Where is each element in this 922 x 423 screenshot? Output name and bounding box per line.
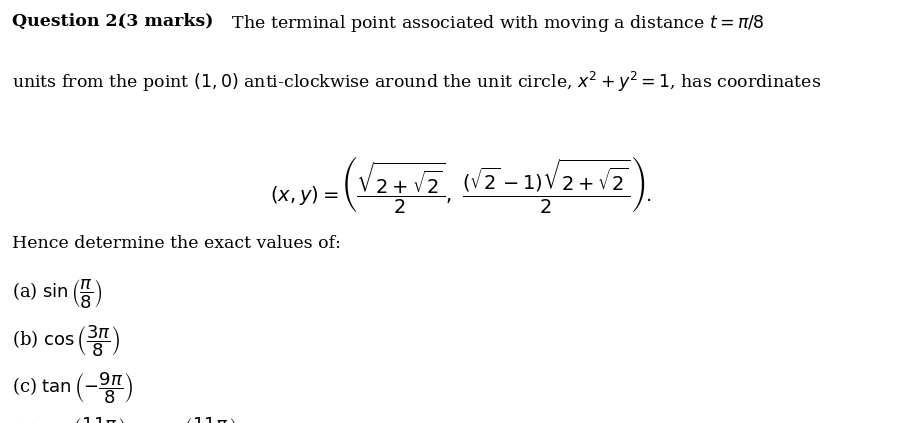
Text: The terminal point associated with moving a distance $t = \pi/8$: The terminal point associated with movin… [226,13,764,34]
Text: (3 marks): (3 marks) [118,13,213,30]
Text: Hence determine the exact values of:: Hence determine the exact values of: [12,235,341,252]
Text: Question 2.: Question 2. [12,13,124,30]
Text: units from the point $(1, 0)$ anti-clockwise around the unit circle, $x^2 + y^2 : units from the point $(1, 0)$ anti-clock… [12,70,822,94]
Text: (a) $\sin\left(\dfrac{\pi}{8}\right)$: (a) $\sin\left(\dfrac{\pi}{8}\right)$ [12,277,102,310]
Text: $(x, y) = \left( \dfrac{\sqrt{2 + \sqrt{2}}}{2},\ \dfrac{(\sqrt{2}-1)\sqrt{2+\sq: $(x, y) = \left( \dfrac{\sqrt{2 + \sqrt{… [270,154,652,215]
Text: (c) $\tan\left(-\dfrac{9\pi}{8}\right)$: (c) $\tan\left(-\dfrac{9\pi}{8}\right)$ [12,370,134,406]
Text: (b) $\cos\left(\dfrac{3\pi}{8}\right)$: (b) $\cos\left(\dfrac{3\pi}{8}\right)$ [12,324,121,359]
Text: (d) $\sin\left(\dfrac{11\pi}{8}\right) + \cos\left(\dfrac{11\pi}{8}\right)$: (d) $\sin\left(\dfrac{11\pi}{8}\right) +… [12,415,239,423]
